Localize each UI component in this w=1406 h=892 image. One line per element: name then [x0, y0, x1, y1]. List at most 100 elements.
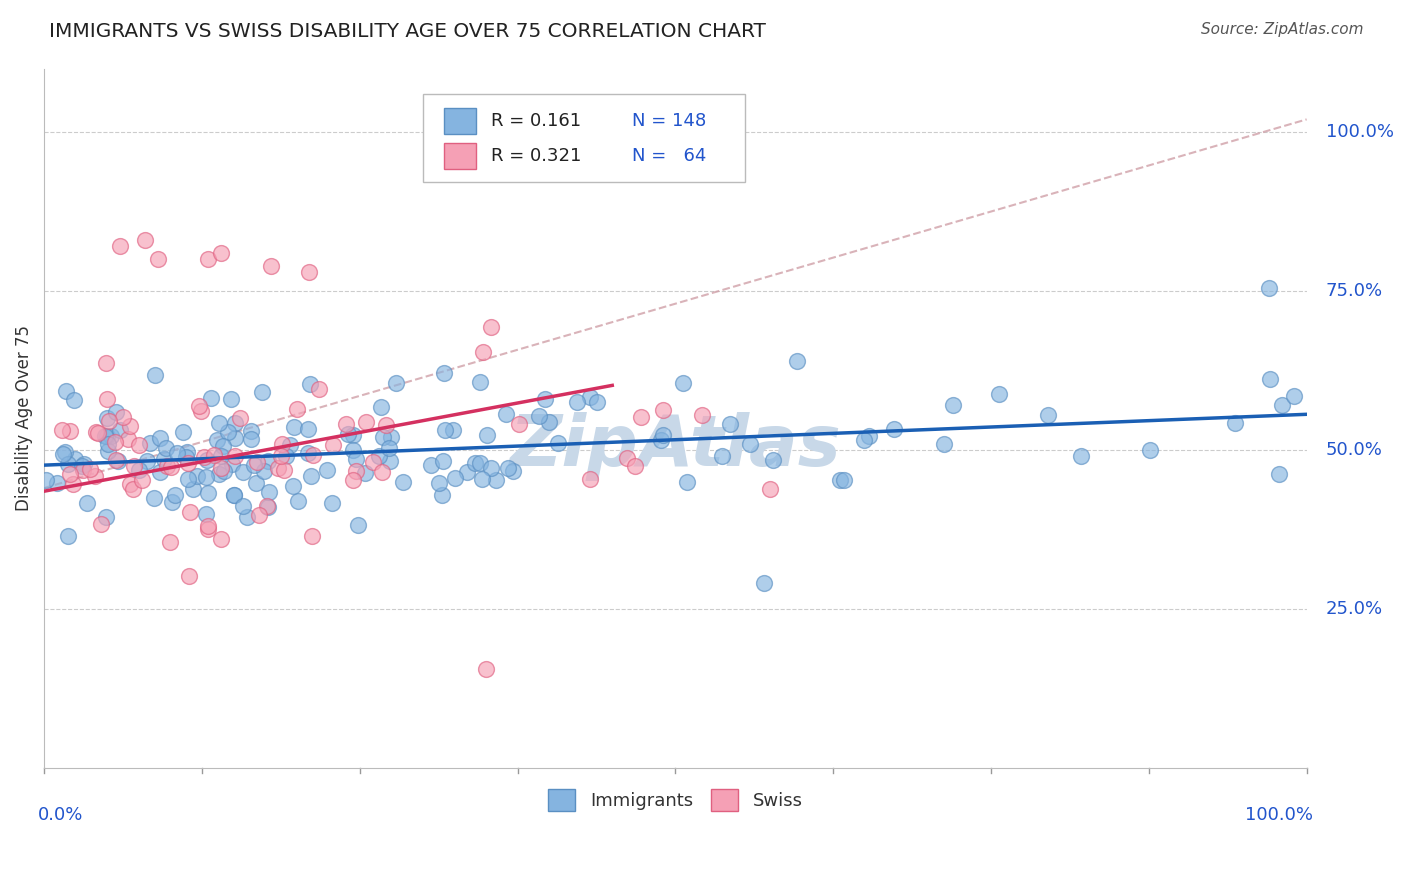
- Point: [257, 454, 280, 468]
- Point: [72, 459, 94, 474]
- Point: [942, 398, 965, 412]
- FancyBboxPatch shape: [423, 95, 745, 182]
- Point: [623, 458, 645, 473]
- Point: [209, 460, 232, 475]
- Point: [224, 431, 246, 445]
- Point: [316, 463, 339, 477]
- Point: [224, 449, 246, 463]
- Point: [830, 473, 852, 487]
- Point: [176, 445, 198, 459]
- Point: [527, 409, 550, 423]
- Text: 50.0%: 50.0%: [1326, 441, 1382, 458]
- Point: [229, 411, 252, 425]
- Point: [380, 430, 402, 444]
- Point: [378, 441, 401, 455]
- Text: R = 0.321: R = 0.321: [491, 147, 582, 165]
- Point: [475, 662, 498, 676]
- Point: [342, 427, 364, 442]
- Text: ZipAtlas: ZipAtlas: [509, 411, 841, 481]
- Point: [122, 483, 145, 497]
- Point: [301, 448, 323, 462]
- Point: [96, 429, 118, 443]
- Point: [136, 453, 159, 467]
- Point: [195, 453, 218, 467]
- Point: [650, 433, 672, 447]
- Point: [156, 458, 179, 473]
- Point: [287, 494, 309, 508]
- Point: [858, 429, 880, 443]
- Point: [433, 367, 456, 381]
- Point: [90, 516, 112, 531]
- Point: [197, 252, 219, 267]
- Point: [139, 435, 162, 450]
- Point: [205, 434, 228, 448]
- Point: [786, 353, 808, 368]
- Point: [1268, 467, 1291, 481]
- FancyBboxPatch shape: [444, 108, 475, 134]
- Point: [56, 457, 79, 471]
- Point: [45, 475, 67, 490]
- Point: [281, 479, 304, 493]
- Point: [579, 390, 602, 404]
- Point: [427, 476, 450, 491]
- Point: [107, 454, 129, 468]
- Point: [420, 458, 443, 472]
- Point: [380, 454, 402, 468]
- Point: [224, 488, 246, 502]
- Point: [1223, 416, 1246, 430]
- Point: [96, 392, 118, 406]
- Point: [270, 449, 292, 463]
- Point: [243, 458, 266, 472]
- Point: [368, 450, 391, 464]
- Point: [118, 476, 141, 491]
- Point: [259, 485, 281, 500]
- Point: [209, 532, 232, 546]
- Point: [59, 425, 82, 439]
- Point: [652, 403, 675, 417]
- Point: [676, 475, 699, 489]
- Point: [176, 450, 198, 464]
- Point: [212, 464, 235, 478]
- Point: [344, 464, 367, 478]
- Point: [832, 473, 855, 487]
- Point: [718, 417, 741, 431]
- Text: R = 0.161: R = 0.161: [491, 112, 581, 130]
- Point: [197, 519, 219, 533]
- Point: [354, 467, 377, 481]
- Point: [502, 464, 524, 478]
- Point: [342, 473, 364, 487]
- Point: [128, 438, 150, 452]
- Y-axis label: Disability Age Over 75: Disability Age Over 75: [15, 325, 32, 511]
- Point: [195, 469, 218, 483]
- Point: [267, 461, 290, 475]
- Point: [738, 437, 761, 451]
- Point: [1271, 398, 1294, 412]
- Point: [62, 477, 84, 491]
- Text: IMMIGRANTS VS SWISS DISABILITY AGE OVER 75 CORRELATION CHART: IMMIGRANTS VS SWISS DISABILITY AGE OVER …: [49, 22, 766, 41]
- Text: 75.0%: 75.0%: [1326, 282, 1382, 300]
- Point: [443, 471, 465, 485]
- Point: [221, 457, 243, 471]
- Point: [96, 411, 118, 425]
- Point: [432, 454, 454, 468]
- Point: [692, 409, 714, 423]
- Point: [1257, 281, 1279, 295]
- Point: [1284, 389, 1306, 403]
- Point: [209, 449, 232, 463]
- Point: [59, 467, 82, 482]
- Point: [371, 430, 394, 444]
- Point: [479, 461, 502, 475]
- Point: [432, 488, 454, 502]
- Point: [149, 432, 172, 446]
- Point: [385, 376, 408, 391]
- Text: Source: ZipAtlas.com: Source: ZipAtlas.com: [1201, 22, 1364, 37]
- Point: [321, 496, 343, 510]
- Point: [100, 429, 122, 443]
- Point: [479, 319, 502, 334]
- Point: [187, 399, 209, 413]
- Point: [371, 465, 394, 479]
- Point: [183, 482, 205, 496]
- Point: [194, 508, 217, 522]
- Point: [1038, 408, 1060, 422]
- Point: [475, 427, 498, 442]
